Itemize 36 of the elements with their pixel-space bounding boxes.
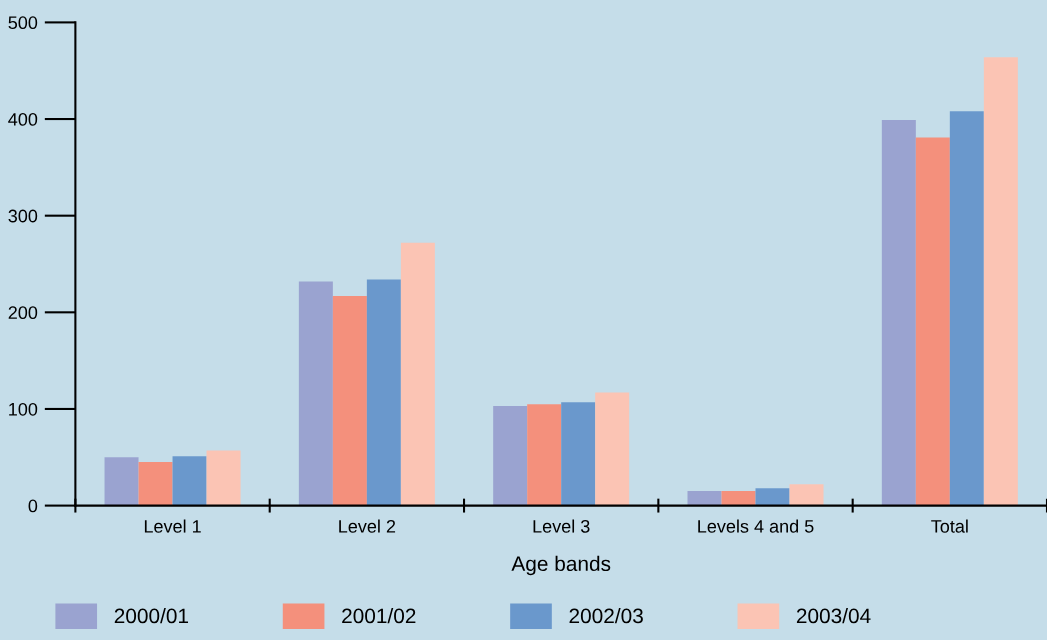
bar [298,281,333,506]
legend-label: 2001/02 [342,608,416,624]
x-tick-label: Level 1 [144,519,201,533]
legend-label: 2003/04 [796,608,871,624]
x-tick-label: Level 2 [339,519,396,533]
bar [595,392,630,506]
bar [493,406,528,506]
y-tick-label: 200 [8,306,38,320]
x-tick-label: Level 3 [533,519,590,533]
bar [366,279,401,506]
x-axis-title: Age bands [511,555,611,576]
y-tick-label: 500 [8,16,38,30]
bar [687,491,722,506]
bar [332,295,367,506]
y-tick-label: 400 [8,112,38,126]
bar [721,491,756,506]
x-tick-label: Levels 4 and 5 [698,519,814,533]
bar [755,488,790,506]
bar [138,462,173,506]
bar [949,111,984,506]
bar [915,137,950,506]
bar [881,120,916,506]
y-tick-label: 0 [28,499,38,513]
bar [172,456,207,506]
legend-label: 2000/01 [114,608,189,624]
bar [561,402,596,506]
bar [983,57,1018,506]
y-tick-label: 100 [9,402,38,416]
bar [206,450,241,506]
bar [104,457,139,506]
y-tick-label: 300 [8,209,38,223]
x-tick-label: Total [931,519,968,533]
legend-label: 2002/03 [569,608,643,624]
bar [789,484,824,506]
bar [527,404,562,506]
bar [400,242,435,506]
